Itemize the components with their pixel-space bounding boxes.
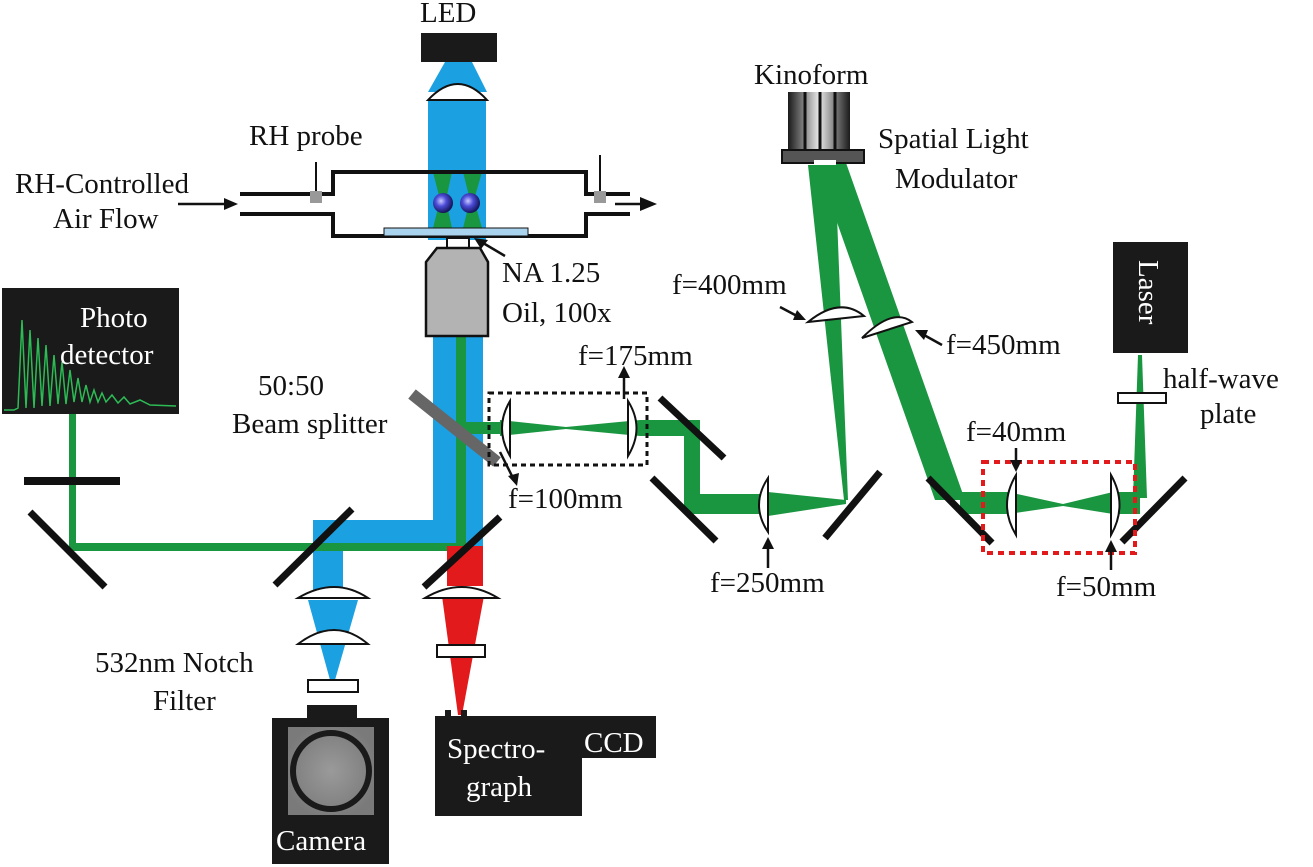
lens-f450 xyxy=(861,316,915,339)
laser-beam-to-250 xyxy=(768,492,846,516)
laser-beam-column xyxy=(456,336,466,546)
led-source xyxy=(421,33,497,62)
half-wave-plate xyxy=(1117,392,1167,404)
dichroic-mirror-right xyxy=(421,514,503,590)
mirror-slm-bottom xyxy=(822,469,883,541)
laser-beam-telescope xyxy=(960,492,1140,514)
slm-label-2: Modulator xyxy=(895,163,1018,195)
ccd-label: CCD xyxy=(584,727,644,759)
beam-splitter xyxy=(408,389,501,467)
lens-f40 xyxy=(1006,471,1017,539)
spectro-label-1: Spectro- xyxy=(447,733,545,765)
spectro-lens xyxy=(421,586,502,599)
notch-label-2: Filter xyxy=(153,685,216,717)
photodetector-trace xyxy=(4,319,177,411)
laser-beam-to-photodetector xyxy=(72,543,462,551)
spectro-filter xyxy=(436,644,486,658)
camera-droplet-image xyxy=(290,730,372,812)
ccd-body xyxy=(582,716,656,758)
camera-lens-1 xyxy=(294,586,372,599)
droplet-1 xyxy=(433,193,453,213)
laser-source xyxy=(1113,242,1188,353)
telescope-box-2 xyxy=(981,460,1137,555)
condenser-lens xyxy=(425,83,490,101)
dichroic-mirror-left xyxy=(272,506,355,588)
mirror-mid-upper xyxy=(657,395,727,461)
mirror-telescope-left xyxy=(925,475,995,546)
laser-beam-to-bs xyxy=(462,422,502,434)
telescope-box-1 xyxy=(487,391,649,467)
laser-beam-after-250 xyxy=(684,494,768,514)
rh-probe-sensor-left xyxy=(310,191,322,203)
camera-label: Camera xyxy=(276,825,366,857)
rh-cell xyxy=(240,155,630,238)
camera-lens-2 xyxy=(295,629,371,645)
f50-label: f=50mm xyxy=(1056,571,1157,603)
kinoform-label: Kinoform xyxy=(754,59,869,91)
notch-label-1: 532nm Notch xyxy=(95,647,254,679)
rh-probe-sensor-right xyxy=(594,191,606,203)
bs-ratio-label: 50:50 xyxy=(258,370,324,402)
notch-filter xyxy=(307,679,359,693)
laser-beam-slm-reflect xyxy=(808,165,848,500)
laser-beam-vert-mid xyxy=(684,428,700,514)
photodetector-iris xyxy=(24,477,120,485)
droplet-2 xyxy=(460,193,480,213)
f400-label: f=400mm xyxy=(672,269,787,301)
f40-label: f=40mm xyxy=(966,416,1067,448)
lens-f400 xyxy=(804,306,867,324)
lens-f50 xyxy=(1110,471,1121,539)
laser-label: Laser xyxy=(1132,260,1164,325)
f100-label: f=100mm xyxy=(508,483,623,515)
spectro-label-2: graph xyxy=(466,771,533,803)
f250-label: f=250mm xyxy=(710,567,825,599)
slm-label-1: Spatial Light xyxy=(878,123,1029,155)
lens-f175 xyxy=(627,397,638,460)
f450-label: f=450mm xyxy=(946,329,1061,361)
spectrograph-body xyxy=(435,716,582,816)
f175-label: f=175mm xyxy=(578,340,693,372)
bs-label: Beam splitter xyxy=(232,408,388,440)
mirror-telescope-right xyxy=(1119,475,1188,545)
mirror-mid-lower xyxy=(649,475,719,544)
rh-probe-label: RH probe xyxy=(249,120,363,152)
f400-arrow xyxy=(779,305,798,318)
lens-f250 xyxy=(758,474,769,536)
f450-arrow xyxy=(923,333,943,347)
objective-lens xyxy=(424,237,490,338)
laser-beam-f175-f100 xyxy=(500,420,640,436)
detector-label: detector xyxy=(60,339,154,371)
halfwave-label-1: half-wave xyxy=(1163,363,1279,395)
halfwave-label-2: plate xyxy=(1200,398,1256,430)
led-label: LED xyxy=(420,0,476,29)
camera-image xyxy=(288,727,374,815)
led-beam-cone xyxy=(428,62,487,92)
f100-arrow xyxy=(498,451,515,479)
na-label: NA 1.25 xyxy=(502,257,600,289)
laser-beam-vertical xyxy=(1133,355,1147,498)
rh-controlled-label: RH-Controlled xyxy=(15,168,189,200)
mirror-photodetector xyxy=(27,509,108,590)
photo-label: Photo xyxy=(80,302,148,334)
oil-label: Oil, 100x xyxy=(502,297,612,329)
lens-f100 xyxy=(501,397,511,460)
air-flow-label: Air Flow xyxy=(53,203,159,235)
